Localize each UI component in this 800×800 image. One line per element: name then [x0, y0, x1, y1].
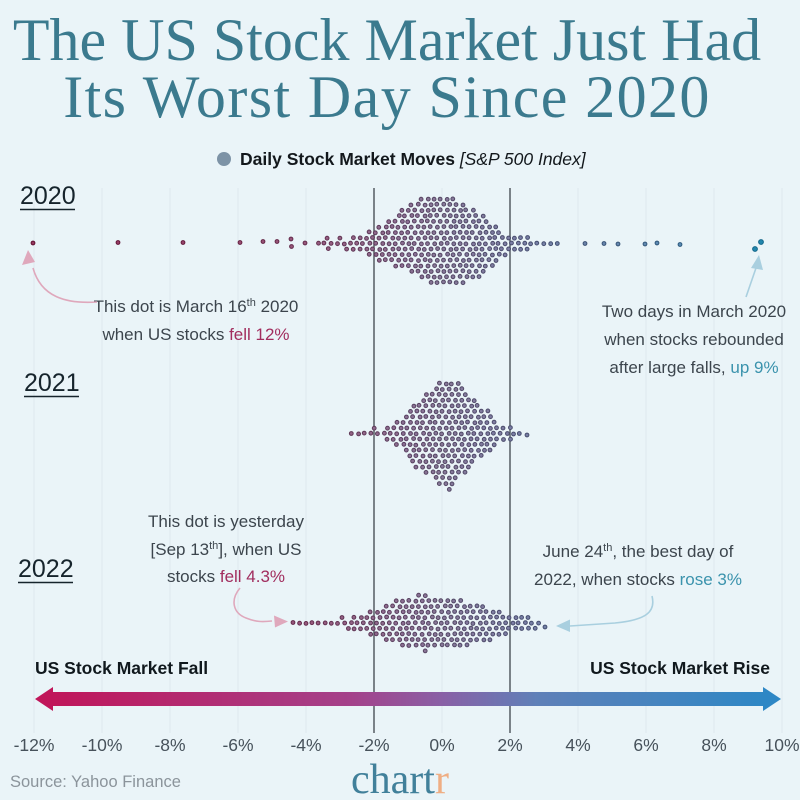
svg-text:-6%: -6% — [222, 735, 253, 755]
svg-text:2021: 2021 — [24, 369, 80, 397]
svg-text:2020: 2020 — [20, 182, 76, 210]
svg-text:when stocks rebounded: when stocks rebounded — [603, 330, 784, 349]
svg-text:This dot is March 16th 2020: This dot is March 16th 2020 — [94, 297, 299, 316]
svg-text:US Stock Market Rise: US Stock Market Rise — [590, 658, 770, 678]
svg-text:10%: 10% — [764, 735, 799, 755]
svg-text:June 24th, the best day of: June 24th, the best day of — [543, 542, 734, 561]
svg-text:Two days in March 2020: Two days in March 2020 — [602, 302, 786, 321]
svg-text:after large falls, up 9%: after large falls, up 9% — [609, 358, 778, 377]
svg-text:-12%: -12% — [14, 735, 55, 755]
svg-text:US Stock Market Fall: US Stock Market Fall — [35, 658, 208, 678]
svg-text:8%: 8% — [701, 735, 726, 755]
svg-text:-4%: -4% — [290, 735, 321, 755]
svg-text:The US Stock Market Just Had: The US Stock Market Just Had — [13, 7, 761, 73]
svg-text:when US stocks fell 12%: when US stocks fell 12% — [101, 325, 289, 344]
svg-text:[Sep 13th], when US: [Sep 13th], when US — [151, 540, 302, 559]
svg-text:chartr: chartr — [351, 757, 449, 800]
svg-text:0%: 0% — [429, 735, 454, 755]
svg-text:-2%: -2% — [358, 735, 389, 755]
svg-text:-8%: -8% — [154, 735, 185, 755]
svg-text:-10%: -10% — [82, 735, 123, 755]
svg-text:Its Worst Day Since 2020: Its Worst Day Since 2020 — [63, 64, 711, 130]
svg-text:6%: 6% — [633, 735, 658, 755]
svg-text:Daily Stock Market Moves [S&P: Daily Stock Market Moves [S&P 500 Index] — [240, 149, 587, 169]
svg-text:4%: 4% — [565, 735, 590, 755]
svg-text:This dot is yesterday: This dot is yesterday — [148, 512, 304, 531]
svg-text:2022: 2022 — [18, 555, 74, 583]
svg-text:stocks fell 4.3%: stocks fell 4.3% — [167, 567, 285, 586]
svg-text:2022, when stocks rose 3%: 2022, when stocks rose 3% — [534, 570, 742, 589]
svg-text:2%: 2% — [497, 735, 522, 755]
svg-text:Source: Yahoo Finance: Source: Yahoo Finance — [10, 773, 181, 791]
